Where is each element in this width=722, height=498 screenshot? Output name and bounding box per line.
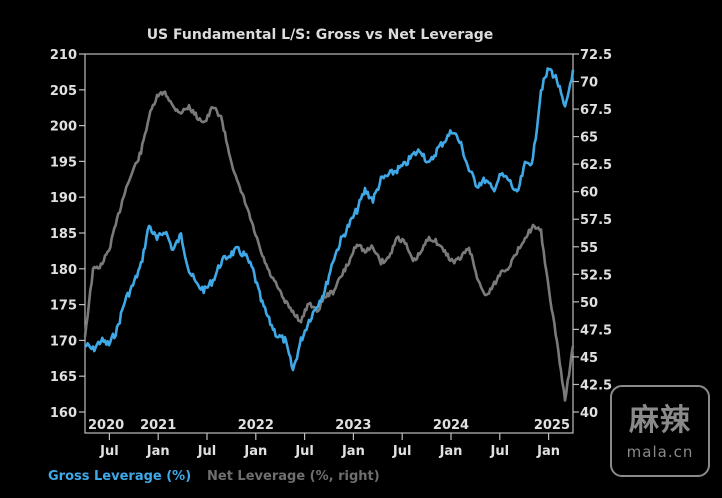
left-tick-label: 190: [50, 191, 77, 206]
gross-leverage-line: [84, 67, 575, 372]
x-month-label: Jul: [197, 444, 217, 459]
x-axis: 2020 2021 2022 2023 2024 2025 Jul Jan Jul Jan Jul J…: [88, 418, 570, 459]
right-tick-label: 47.5: [580, 323, 612, 338]
x-month-label: Jul: [294, 444, 314, 459]
right-tick-label: 40: [580, 406, 598, 421]
x-month-label: Jul: [490, 444, 510, 459]
right-axis: 40 42.5 45 47.5 50 52.5 55 57.5 60 62.5 65 67.5 70 72…: [573, 48, 612, 421]
legend-gross-leverage: Gross Leverage (%): [48, 469, 191, 484]
x-month-label: Jan: [341, 444, 365, 459]
left-tick-label: 175: [50, 299, 77, 314]
left-tick-label: 210: [50, 48, 77, 63]
x-month-label: Jul: [99, 444, 119, 459]
left-tick-label: 200: [50, 120, 77, 135]
net-leverage-line: [83, 90, 575, 402]
right-tick-label: 52.5: [580, 268, 612, 283]
legend-net-leverage: Net Leverage (%, right): [207, 469, 380, 484]
x-month-label: Jan: [536, 444, 560, 459]
right-tick-label: 50: [580, 296, 598, 311]
x-month-label: Jan: [243, 444, 267, 459]
left-tick-label: 170: [50, 334, 77, 349]
left-axis: 160 165 170 175 180 185 190 195 200 205 210: [50, 48, 85, 421]
right-tick-label: 62.5: [580, 158, 612, 173]
x-year-label: 2024: [433, 418, 469, 433]
watermark-logo: 麻辣 mala.cn: [610, 385, 710, 477]
right-tick-label: 60: [580, 186, 598, 201]
plot-frame: [84, 53, 574, 434]
x-year-label: 2020: [88, 418, 124, 433]
x-year-label: 2025: [534, 418, 570, 433]
x-month-label: Jan: [146, 444, 170, 459]
series-layer: [83, 67, 575, 402]
right-tick-label: 67.5: [580, 103, 612, 118]
right-tick-label: 45: [580, 351, 598, 366]
x-month-label: Jan: [439, 444, 463, 459]
watermark-latin-text: mala.cn: [626, 443, 694, 461]
right-tick-label: 72.5: [580, 48, 612, 63]
right-tick-label: 57.5: [580, 213, 612, 228]
right-tick-label: 65: [580, 131, 598, 146]
x-year-label: 2022: [238, 418, 274, 433]
left-tick-label: 165: [50, 370, 77, 385]
chart-title: US Fundamental L/S: Gross vs Net Leverag…: [147, 27, 494, 43]
right-tick-label: 55: [580, 241, 598, 256]
x-month-label: Jul: [392, 444, 412, 459]
left-tick-label: 185: [50, 227, 77, 242]
left-tick-label: 205: [50, 84, 77, 99]
left-tick-label: 195: [50, 155, 77, 170]
right-tick-label: 70: [580, 76, 598, 91]
right-tick-label: 42.5: [580, 378, 612, 393]
plot-border: [84, 53, 574, 434]
x-year-label: 2023: [335, 418, 371, 433]
left-tick-label: 160: [50, 406, 77, 421]
left-tick-label: 180: [50, 263, 77, 278]
watermark-chinese-text: 麻辣: [629, 403, 691, 438]
x-year-label: 2021: [140, 418, 176, 433]
